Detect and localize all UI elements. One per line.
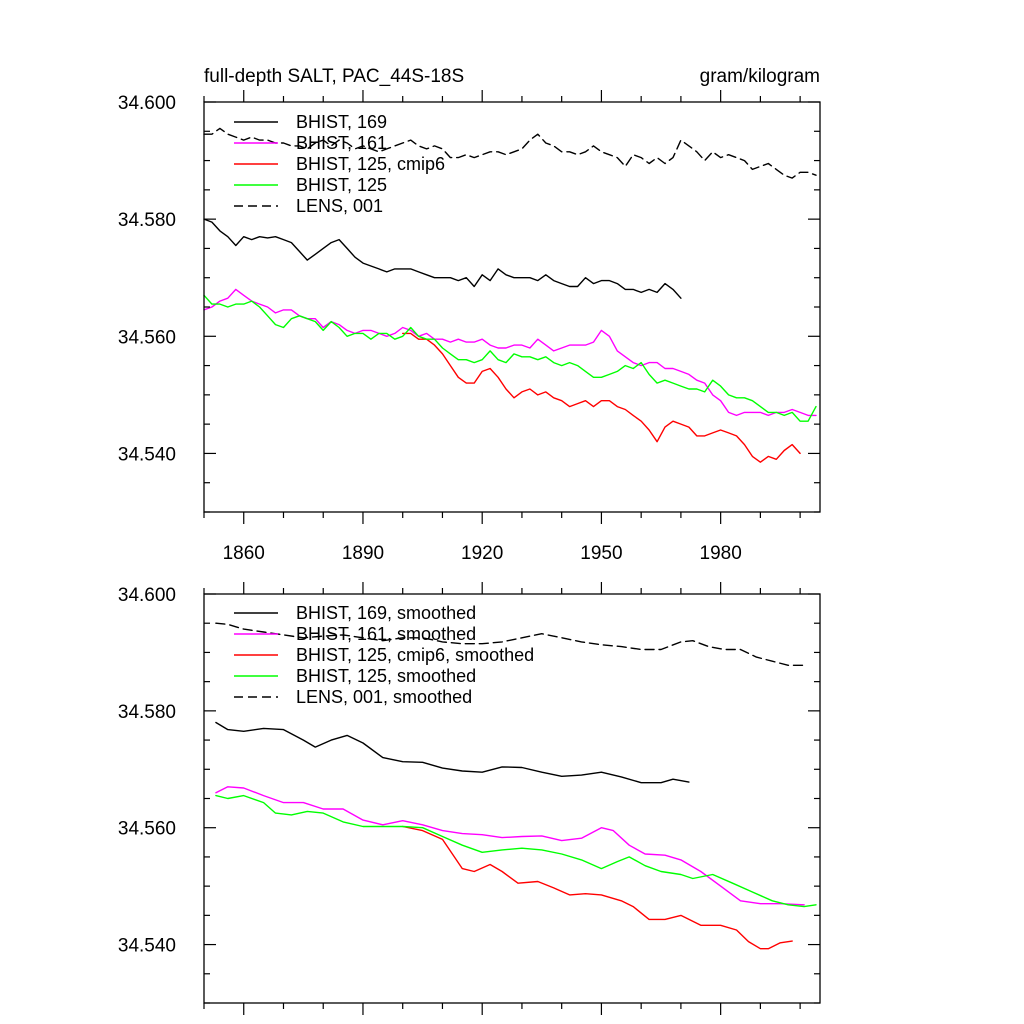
y-tick-label: 34.580 bbox=[118, 702, 176, 723]
series-line-0 bbox=[203, 218, 682, 299]
chart-panel-raw: full-depth SALT, PAC_44S-18S gram/kilogr… bbox=[118, 66, 821, 564]
y-tick-label: 34.560 bbox=[118, 327, 176, 348]
legend-label: BHIST, 125, cmip6, smoothed bbox=[296, 645, 534, 665]
series-line-3 bbox=[203, 294, 817, 422]
units-label: gram/kilogram bbox=[700, 66, 820, 87]
y-tick-label: 34.600 bbox=[118, 93, 176, 114]
y-tick-label: 34.540 bbox=[118, 444, 176, 465]
series-line-1 bbox=[203, 288, 817, 417]
legend-label: BHIST, 169 bbox=[296, 112, 387, 132]
chart-title: full-depth SALT, PAC_44S-18S bbox=[204, 66, 464, 87]
x-tick-label: 1920 bbox=[461, 543, 503, 564]
x-tick-label: 1890 bbox=[342, 543, 384, 564]
legend-label: BHIST, 125, smoothed bbox=[296, 666, 476, 686]
series-line-1 bbox=[215, 786, 805, 906]
x-tick-label: 1980 bbox=[700, 543, 742, 564]
x-tick-label: 1950 bbox=[580, 543, 622, 564]
legend-label: BHIST, 125 bbox=[296, 175, 387, 195]
chart-panel-smoothed: 34.540 34.560 34.580 34.600 BHIST, 169, smoo… bbox=[118, 582, 821, 1015]
legend-label: BHIST, 161, smoothed bbox=[296, 624, 476, 644]
legend-label: BHIST, 125, cmip6 bbox=[296, 154, 445, 174]
series-line-4 bbox=[203, 127, 817, 179]
y-tick-label: 34.580 bbox=[118, 210, 176, 231]
y-tick-label: 34.560 bbox=[118, 819, 176, 840]
series-line-4 bbox=[215, 622, 805, 666]
legend-label: LENS, 001, smoothed bbox=[296, 687, 472, 707]
legend-label: BHIST, 169, smoothed bbox=[296, 603, 476, 623]
series-line-2 bbox=[402, 825, 793, 950]
x-tick-label: 1860 bbox=[223, 543, 265, 564]
series-line-2 bbox=[402, 332, 801, 463]
y-tick-label: 34.540 bbox=[118, 936, 176, 957]
series-line-0 bbox=[215, 721, 690, 784]
series-line-3 bbox=[215, 794, 817, 908]
legend-label: BHIST, 161 bbox=[296, 133, 387, 153]
legend-label: LENS, 001 bbox=[296, 196, 383, 216]
y-tick-label: 34.600 bbox=[118, 585, 176, 606]
